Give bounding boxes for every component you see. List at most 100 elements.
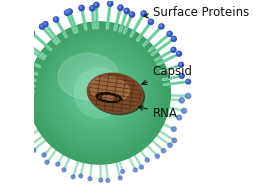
Circle shape xyxy=(33,27,166,159)
Circle shape xyxy=(130,13,132,15)
Circle shape xyxy=(9,101,11,102)
Circle shape xyxy=(8,100,14,105)
Circle shape xyxy=(118,176,122,180)
Ellipse shape xyxy=(87,73,143,113)
Circle shape xyxy=(43,154,44,155)
Circle shape xyxy=(73,67,125,119)
Circle shape xyxy=(124,8,130,14)
Circle shape xyxy=(92,86,106,100)
Circle shape xyxy=(44,23,46,24)
Circle shape xyxy=(32,149,34,150)
Circle shape xyxy=(119,177,120,178)
Circle shape xyxy=(91,7,93,9)
Circle shape xyxy=(178,116,180,118)
Circle shape xyxy=(79,5,84,11)
Circle shape xyxy=(28,145,30,146)
Circle shape xyxy=(8,81,13,86)
Circle shape xyxy=(80,175,81,176)
Circle shape xyxy=(140,166,142,167)
Circle shape xyxy=(10,64,15,69)
Circle shape xyxy=(61,55,137,131)
Circle shape xyxy=(23,45,24,47)
Circle shape xyxy=(142,12,144,14)
Circle shape xyxy=(68,62,130,124)
Circle shape xyxy=(145,158,149,162)
Circle shape xyxy=(53,17,59,22)
Circle shape xyxy=(23,41,24,42)
Circle shape xyxy=(149,20,151,22)
Circle shape xyxy=(16,107,21,112)
Circle shape xyxy=(146,159,147,160)
Circle shape xyxy=(46,161,47,162)
Text: Capsid: Capsid xyxy=(142,65,193,84)
Circle shape xyxy=(74,68,124,118)
Circle shape xyxy=(173,139,174,141)
Circle shape xyxy=(72,176,73,177)
Circle shape xyxy=(156,155,158,156)
Circle shape xyxy=(28,22,170,164)
Circle shape xyxy=(49,43,149,143)
Circle shape xyxy=(55,18,56,20)
Circle shape xyxy=(39,24,45,29)
Circle shape xyxy=(63,169,64,170)
Circle shape xyxy=(161,148,166,153)
Circle shape xyxy=(186,79,190,84)
Circle shape xyxy=(141,11,146,16)
Circle shape xyxy=(14,119,15,120)
Circle shape xyxy=(29,30,34,35)
Circle shape xyxy=(180,73,184,78)
Circle shape xyxy=(133,168,137,172)
Circle shape xyxy=(62,168,66,172)
Text: RNA: RNA xyxy=(138,106,178,120)
Circle shape xyxy=(64,10,70,15)
Circle shape xyxy=(42,153,46,157)
Circle shape xyxy=(24,135,29,140)
Circle shape xyxy=(85,79,114,107)
Circle shape xyxy=(40,34,159,152)
Circle shape xyxy=(159,24,164,29)
Circle shape xyxy=(94,88,104,98)
Circle shape xyxy=(129,12,135,17)
Circle shape xyxy=(180,99,182,101)
Circle shape xyxy=(148,19,153,25)
Circle shape xyxy=(17,108,19,110)
Circle shape xyxy=(30,31,32,33)
Circle shape xyxy=(59,53,140,133)
Circle shape xyxy=(83,76,116,110)
Circle shape xyxy=(90,6,95,11)
Circle shape xyxy=(22,44,27,49)
Circle shape xyxy=(6,89,11,93)
Circle shape xyxy=(88,177,92,181)
Circle shape xyxy=(76,69,123,117)
Circle shape xyxy=(66,60,132,126)
Circle shape xyxy=(171,47,176,52)
Circle shape xyxy=(38,31,161,155)
Circle shape xyxy=(57,163,58,164)
Circle shape xyxy=(25,136,27,138)
Circle shape xyxy=(64,57,135,129)
Circle shape xyxy=(52,46,147,140)
Circle shape xyxy=(182,108,187,113)
Circle shape xyxy=(57,50,142,136)
Circle shape xyxy=(20,124,24,129)
Circle shape xyxy=(119,6,121,8)
Circle shape xyxy=(18,56,19,58)
Circle shape xyxy=(11,65,13,67)
Circle shape xyxy=(68,10,70,12)
Circle shape xyxy=(168,32,170,34)
Circle shape xyxy=(118,5,123,10)
Circle shape xyxy=(187,80,189,82)
Circle shape xyxy=(177,51,181,56)
Circle shape xyxy=(43,22,48,27)
Circle shape xyxy=(65,11,67,13)
Circle shape xyxy=(139,165,143,169)
Circle shape xyxy=(160,25,162,27)
Circle shape xyxy=(179,98,185,103)
Circle shape xyxy=(90,84,109,102)
Circle shape xyxy=(178,62,184,67)
Circle shape xyxy=(177,115,182,120)
Circle shape xyxy=(186,94,188,96)
Circle shape xyxy=(169,144,170,145)
Circle shape xyxy=(88,81,111,105)
Circle shape xyxy=(122,170,123,172)
